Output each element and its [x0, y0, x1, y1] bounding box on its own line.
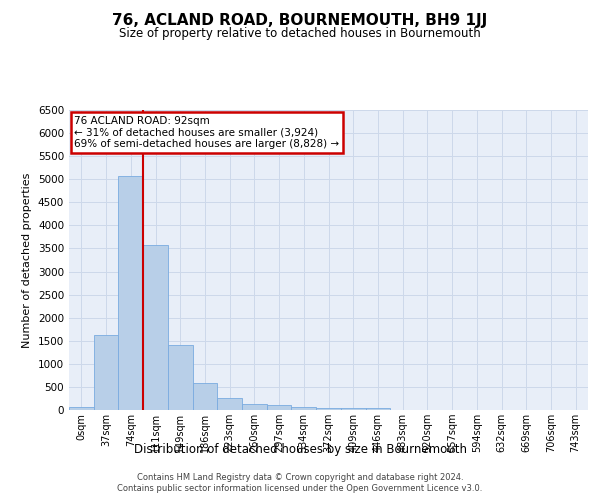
Bar	[242, 404, 267, 410]
Text: Size of property relative to detached houses in Bournemouth: Size of property relative to detached ho…	[119, 28, 481, 40]
Bar	[69, 407, 94, 410]
Bar	[267, 405, 292, 410]
Bar	[316, 408, 341, 410]
Text: Distribution of detached houses by size in Bournemouth: Distribution of detached houses by size …	[133, 442, 467, 456]
Bar	[217, 398, 242, 410]
Text: Contains HM Land Registry data © Crown copyright and database right 2024.: Contains HM Land Registry data © Crown c…	[137, 472, 463, 482]
Bar	[341, 408, 365, 410]
Bar	[118, 176, 143, 410]
Text: Contains public sector information licensed under the Open Government Licence v3: Contains public sector information licen…	[118, 484, 482, 493]
Bar	[143, 245, 168, 410]
Bar	[365, 408, 390, 410]
Bar	[94, 335, 118, 410]
Bar	[292, 407, 316, 410]
Bar	[193, 383, 217, 410]
Text: 76 ACLAND ROAD: 92sqm
← 31% of detached houses are smaller (3,924)
69% of semi-d: 76 ACLAND ROAD: 92sqm ← 31% of detached …	[74, 116, 340, 149]
Text: 76, ACLAND ROAD, BOURNEMOUTH, BH9 1JJ: 76, ACLAND ROAD, BOURNEMOUTH, BH9 1JJ	[112, 12, 488, 28]
Bar	[168, 346, 193, 410]
Y-axis label: Number of detached properties: Number of detached properties	[22, 172, 32, 348]
